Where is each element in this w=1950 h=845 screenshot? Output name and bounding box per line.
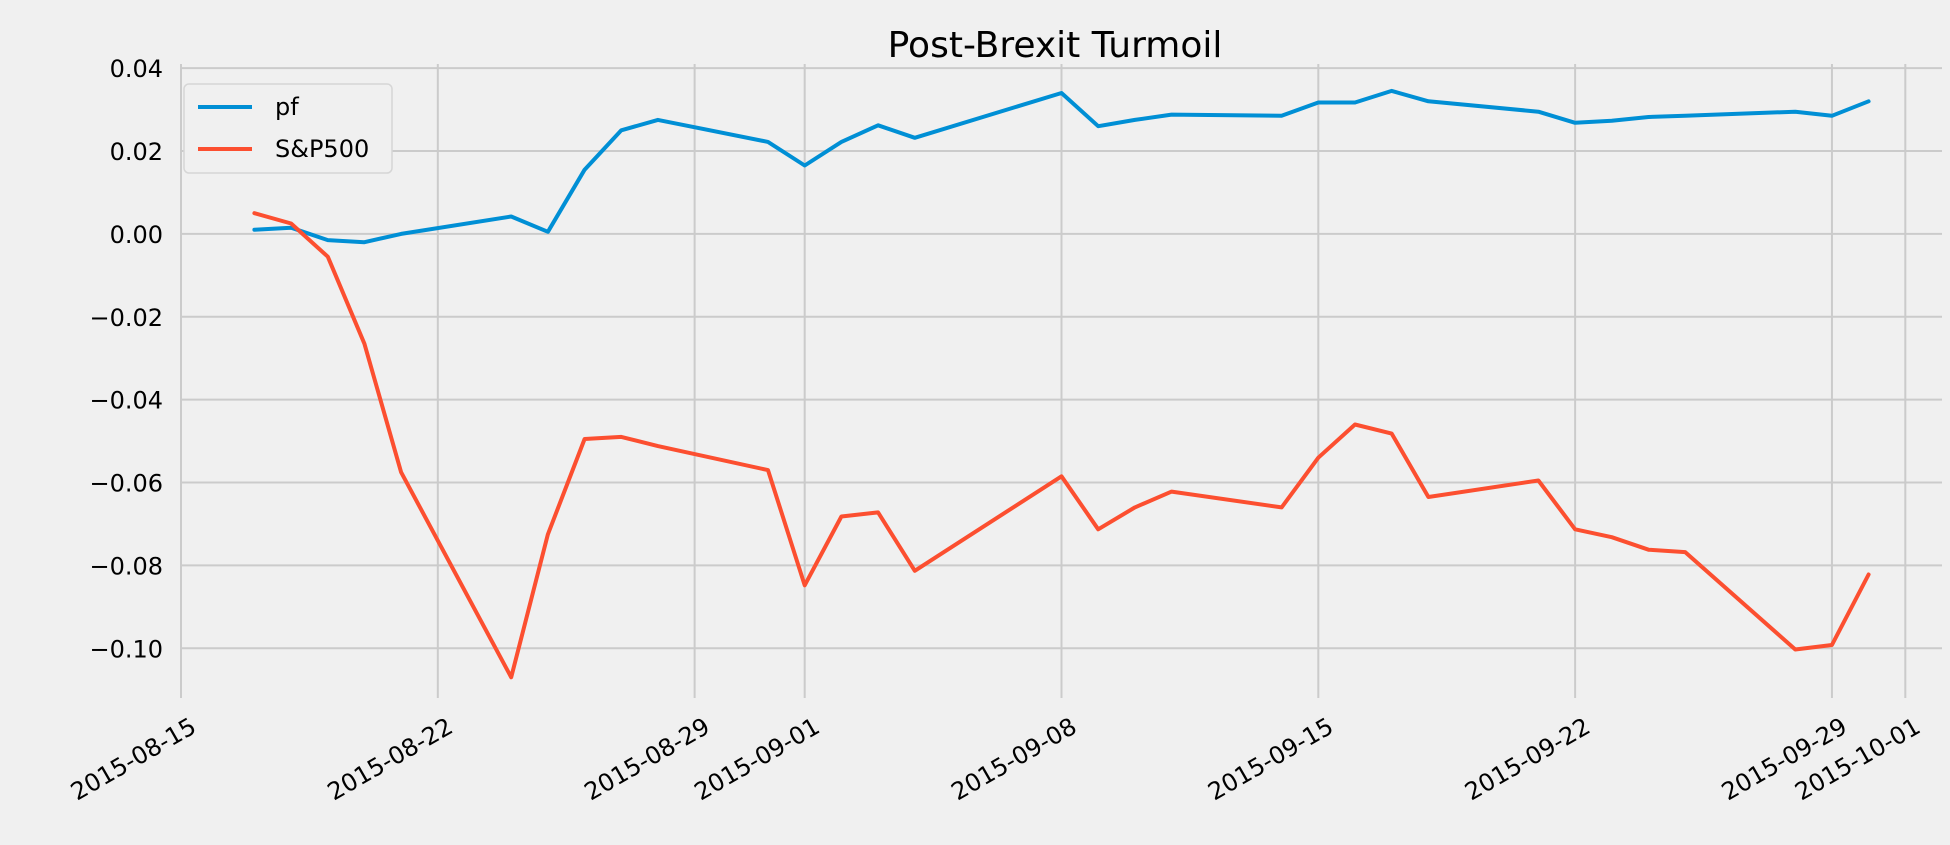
x-axis-ticks: 2015-08-15 2015-08-22 2015-08-292015-09-01…	[66, 712, 1925, 806]
y-tick-label: −0.02	[89, 304, 163, 332]
x-tick-label: 2015-09-15	[1203, 712, 1338, 806]
series-line-pf	[252, 88, 1871, 245]
chart-title: Post-Brexit Turmoil	[888, 25, 1223, 66]
x-tick-label: 2015-08-29	[580, 712, 715, 806]
y-tick-label: 0.04	[110, 55, 163, 83]
y-tick-label: 0.00	[110, 221, 163, 249]
series-lines	[252, 88, 1871, 680]
y-tick-label: 0.02	[110, 138, 163, 166]
x-tick-label: 2015-09-22	[1460, 712, 1595, 806]
legend: pf S&P500	[183, 83, 393, 174]
y-tick-label: −0.04	[89, 387, 163, 415]
grid	[180, 64, 1942, 698]
y-tick-label: −0.06	[89, 470, 163, 498]
x-tick-label: 2015-09-01	[690, 712, 825, 806]
x-tick-label: 2015-09-08	[946, 712, 1081, 806]
legend-label-sp500: S&P500	[275, 135, 369, 163]
x-tick-label: 2015-08-22	[323, 712, 458, 806]
y-axis-ticks: 0.04 0.02 0.00 −0.02 −0.04 −0.06 −0.08 −0.10	[89, 55, 163, 663]
series-line-sp500	[252, 211, 1871, 680]
legend-label-pf: pf	[275, 93, 299, 121]
y-tick-label: −0.08	[89, 552, 163, 580]
y-tick-label: −0.10	[89, 635, 163, 663]
x-tick-label: 2015-08-15	[66, 712, 201, 806]
